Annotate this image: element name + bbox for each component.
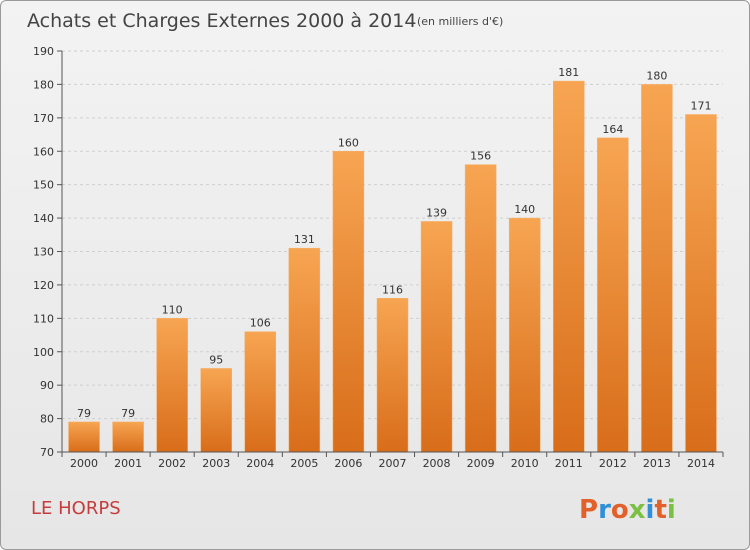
x-tick-label: 2005	[290, 457, 318, 470]
bar	[288, 247, 321, 453]
logo-letter: i	[646, 495, 655, 525]
logo-letter: i	[667, 495, 676, 525]
y-tick-label: 140	[33, 212, 54, 225]
y-tick-label: 70	[40, 446, 54, 459]
bar	[156, 318, 188, 453]
y-tick-label: 150	[33, 179, 54, 192]
data-label: 110	[162, 303, 183, 316]
y-tick-label: 100	[33, 346, 54, 359]
data-label: 140	[514, 203, 535, 216]
x-tick-label: 2004	[246, 457, 274, 470]
x-tick-label: 2008	[423, 457, 451, 470]
bar	[508, 217, 541, 453]
chart-subtitle: (en milliers d'€)	[417, 15, 503, 28]
data-label: 131	[294, 233, 315, 246]
x-tick-label: 2007	[379, 457, 407, 470]
bar	[420, 221, 453, 453]
x-tick-label: 2006	[334, 457, 362, 470]
data-label: 156	[470, 150, 491, 163]
bar	[244, 331, 277, 453]
data-label: 116	[382, 283, 403, 296]
x-tick-label: 2001	[114, 457, 142, 470]
logo-letter: o	[611, 495, 629, 525]
y-tick-label: 170	[33, 112, 54, 125]
bar	[685, 114, 717, 453]
y-tick-label: 190	[33, 45, 54, 58]
y-axis: 70 80 90 100 110 120 130 140 150 160 170 180 190	[33, 45, 63, 459]
data-label: 106	[250, 317, 271, 330]
commune-name: LE HORPS	[31, 498, 121, 519]
bar	[200, 368, 232, 453]
y-tick-label: 90	[40, 379, 54, 392]
data-label: 79	[77, 407, 91, 420]
bar	[332, 151, 365, 453]
data-label: 160	[338, 136, 359, 149]
x-tick-label: 2000	[70, 457, 98, 470]
logo-letter: x	[629, 495, 646, 525]
bar	[597, 137, 629, 453]
data-label: 180	[646, 69, 667, 82]
bars: 79 79 110 95 106 131 160 116 139 156 140 181 164 180 1…	[68, 66, 717, 453]
bar	[68, 421, 100, 453]
x-tick-label: 2003	[202, 457, 230, 470]
y-tick-label: 120	[33, 279, 54, 292]
data-label: 181	[558, 66, 579, 79]
bar	[553, 80, 585, 453]
data-label: 79	[121, 407, 135, 420]
bar	[464, 164, 497, 453]
x-tick-label: 2012	[599, 457, 627, 470]
x-tick-label: 2013	[643, 457, 671, 470]
logo-letter: P	[579, 495, 598, 525]
data-label: 95	[209, 353, 223, 366]
chart-title: Achats et Charges Externes 2000 à 2014	[27, 10, 416, 32]
bar	[376, 298, 409, 453]
bar	[641, 84, 673, 453]
proxiti-logo: Proxiti	[579, 495, 676, 525]
y-tick-label: 180	[33, 78, 54, 91]
y-tick-label: 160	[33, 145, 54, 158]
y-tick-label: 130	[33, 246, 54, 259]
data-label: 139	[426, 206, 447, 219]
logo-letter: t	[654, 495, 666, 525]
x-tick-label: 2014	[687, 457, 715, 470]
logo-letter: r	[598, 495, 611, 525]
x-tick-label: 2009	[467, 457, 495, 470]
data-label: 171	[690, 99, 711, 112]
y-tick-label: 110	[33, 312, 54, 325]
x-tick-label: 2010	[511, 457, 539, 470]
y-tick-label: 80	[40, 413, 54, 426]
x-tick-label: 2002	[158, 457, 186, 470]
x-axis: 2000 2001 2002 2003 2004 2005 2006 2007 2008 2009…	[61, 451, 724, 470]
x-tick-label: 2011	[555, 457, 583, 470]
data-label: 164	[602, 123, 623, 136]
bar	[112, 421, 144, 453]
